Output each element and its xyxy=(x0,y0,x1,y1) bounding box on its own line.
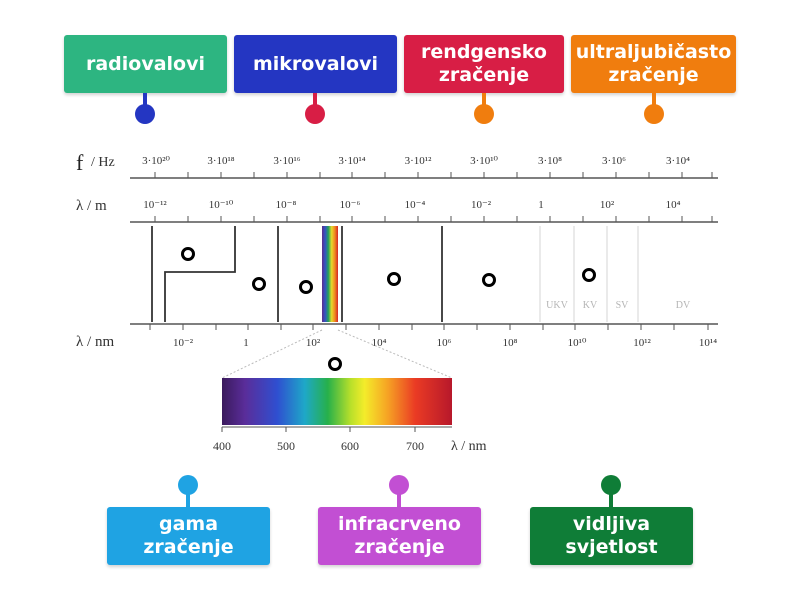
drop-target-4[interactable] xyxy=(387,272,401,286)
label-tile-ultraljubicasto-zracenje[interactable]: ultraljubičasto zračenje xyxy=(571,35,736,93)
label-tile-vidljiva-svjetlost[interactable]: vidljiva svjetlost xyxy=(530,507,693,565)
wl-m-tick-label: 10⁻¹² xyxy=(143,199,167,211)
visible-band-thin xyxy=(322,226,338,322)
wl-m-tick-label: 10⁴ xyxy=(666,199,681,211)
wl-nm-tick-label: 1 xyxy=(243,337,249,349)
tile-text: ultraljubičasto zračenje xyxy=(575,41,732,86)
wl-m-tick-label: 1 xyxy=(538,199,544,211)
tile-stem xyxy=(313,93,317,113)
radio-band-label-kv: KV xyxy=(583,300,598,311)
drop-target-2[interactable] xyxy=(252,277,266,291)
tile-stem xyxy=(186,489,190,509)
tile-text: mikrovalovi xyxy=(252,52,379,75)
freq-tick-label: 3·10²⁰ xyxy=(142,155,170,167)
visible-ticks xyxy=(221,427,416,432)
freq-tick-label: 3·10⁶ xyxy=(602,155,626,167)
freq-tick-labels: 3·10²⁰ 3·10¹⁸ 3·10¹⁶ 3·10¹⁴ 3·10¹² 3·10¹… xyxy=(142,155,690,167)
tile-stem xyxy=(143,93,147,113)
drop-target-5[interactable] xyxy=(482,273,496,287)
wl-nm-tick-label: 10⁴ xyxy=(372,337,387,349)
wl-m-tick-label: 10⁻⁶ xyxy=(340,199,361,211)
label-tile-mikrovalovi[interactable]: mikrovalovi xyxy=(234,35,397,93)
radio-band-label-sv: SV xyxy=(616,300,630,311)
freq-tick-label: 3·10⁴ xyxy=(666,155,690,167)
freq-tick-label: 3·10⁸ xyxy=(538,155,562,167)
tile-text: radiovalovi xyxy=(85,52,206,75)
freq-tick-label: 3·10¹⁸ xyxy=(207,155,234,167)
wl-nm-tick-label: 10⁸ xyxy=(503,337,518,349)
wl-nm-axis-label: λ / nm xyxy=(76,334,114,350)
tile-knob[interactable] xyxy=(644,104,664,124)
wl-m-ticks xyxy=(154,216,713,222)
wl-nm-tick-label: 10¹⁰ xyxy=(568,337,587,349)
wl-nm-tick-label: 10⁻² xyxy=(173,337,194,349)
freq-tick-label: 3·10¹⁴ xyxy=(338,155,365,167)
tile-knob[interactable] xyxy=(135,104,155,124)
freq-axis-label-f: f xyxy=(76,150,84,175)
tile-text: infracrveno zračenje xyxy=(338,513,461,558)
tile-text: gama zračenje xyxy=(143,513,234,558)
label-tile-infracrveno-zracenje[interactable]: infracrveno zračenje xyxy=(318,507,481,565)
wl-nm-tick-labels: 10⁻² 1 10² 10⁴ 10⁶ 10⁸ 10¹⁰ 10¹² 10¹⁴ xyxy=(173,337,717,349)
visible-spectrum-bar xyxy=(222,378,452,425)
visible-tick-labels: 400 500 600 700 xyxy=(213,439,424,453)
wl-nm-tick-label: 10⁶ xyxy=(437,337,452,349)
wl-nm-tick-label: 10¹⁴ xyxy=(699,337,717,349)
wl-m-tick-label: 10² xyxy=(600,199,615,211)
wl-m-axis-label: λ / m xyxy=(76,198,107,214)
wl-nm-ticks xyxy=(149,324,709,330)
tile-knob[interactable] xyxy=(178,475,198,495)
freq-tick-label: 3·10¹⁰ xyxy=(470,155,498,167)
radio-band-label-dv: DV xyxy=(676,300,691,311)
label-tile-rendgensko-zracenje[interactable]: rendgensko zračenje xyxy=(404,35,564,93)
wl-m-tick-label: 10⁻² xyxy=(471,199,492,211)
wl-nm-tick-label: 10¹² xyxy=(633,337,651,349)
drop-target-1[interactable] xyxy=(181,247,195,261)
wl-m-tick-label: 10⁻⁸ xyxy=(276,199,297,211)
drop-target-3[interactable] xyxy=(299,280,313,294)
tile-knob[interactable] xyxy=(389,475,409,495)
tile-knob[interactable] xyxy=(601,475,621,495)
radio-subband-labels: UKV KV SV DV xyxy=(546,300,691,311)
freq-ticks xyxy=(154,172,713,178)
zoom-projection-lines xyxy=(221,329,453,379)
visible-axis-unit: λ / nm xyxy=(451,439,487,454)
wl-nm-tick-label: 10² xyxy=(306,337,321,349)
tile-knob[interactable] xyxy=(474,104,494,124)
tile-stem xyxy=(652,93,656,113)
drop-target-6[interactable] xyxy=(582,268,596,282)
wl-m-tick-labels: 10⁻¹² 10⁻¹⁰ 10⁻⁸ 10⁻⁶ 10⁻⁴ 10⁻² 1 10² 10… xyxy=(143,199,680,211)
label-tile-radiovalovi[interactable]: radiovalovi xyxy=(64,35,227,93)
tile-stem xyxy=(397,489,401,509)
wl-m-tick-label: 10⁻¹⁰ xyxy=(209,199,234,211)
freq-axis-unit: / Hz xyxy=(91,155,115,170)
visible-tick-label: 400 xyxy=(213,439,231,453)
tile-text: vidljiva svjetlost xyxy=(565,513,658,558)
tile-knob[interactable] xyxy=(305,104,325,124)
visible-tick-label: 600 xyxy=(341,439,359,453)
tile-stem xyxy=(609,489,613,509)
drop-target-7[interactable] xyxy=(328,357,342,371)
label-tile-gama-zracenje[interactable]: gama zračenje xyxy=(107,507,270,565)
tile-text: rendgensko zračenje xyxy=(421,41,547,86)
wl-m-tick-label: 10⁻⁴ xyxy=(405,199,426,211)
freq-tick-label: 3·10¹² xyxy=(405,155,432,167)
tile-stem xyxy=(482,93,486,113)
visible-tick-label: 500 xyxy=(277,439,295,453)
freq-tick-label: 3·10¹⁶ xyxy=(273,155,300,167)
radio-band-label-ukv: UKV xyxy=(546,300,568,311)
visible-tick-label: 700 xyxy=(406,439,424,453)
